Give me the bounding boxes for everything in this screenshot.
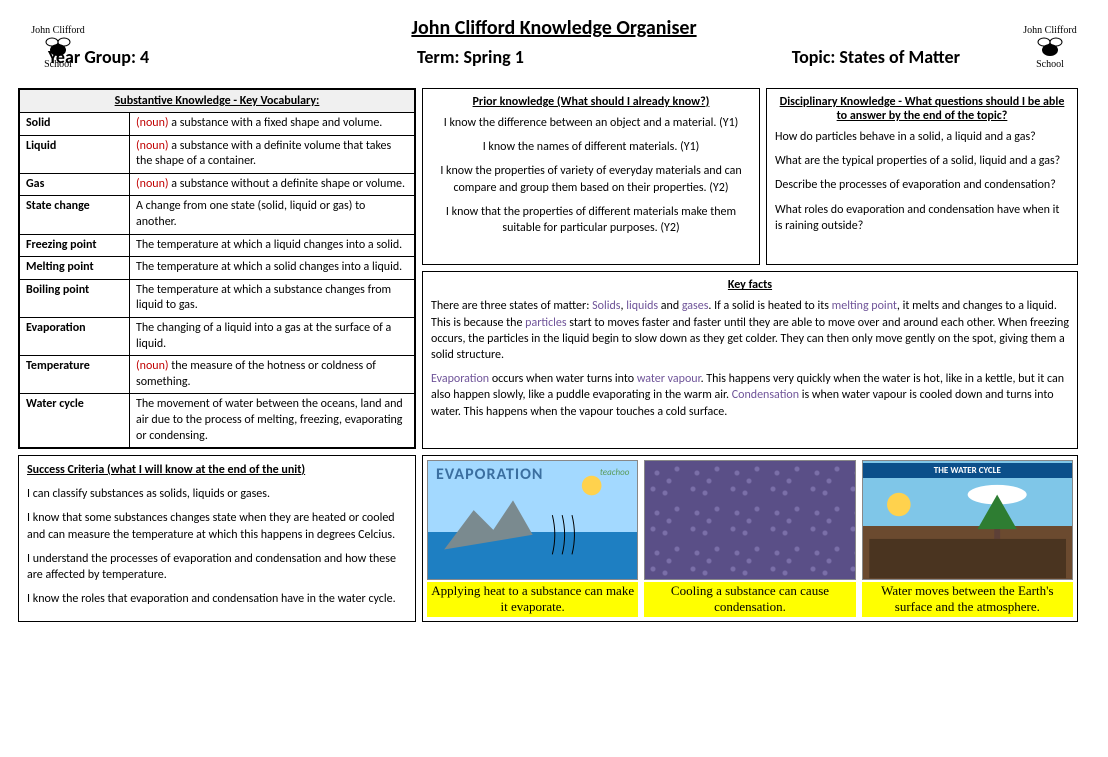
- prior-item: I know the names of different materials.…: [431, 139, 751, 155]
- vocab-term: State change: [20, 196, 130, 234]
- prior-item: I know that the properties of different …: [431, 204, 751, 236]
- vocab-definition: The temperature at which a liquid change…: [130, 234, 415, 257]
- evap-svg: [428, 461, 637, 579]
- title-block: John Clifford Knowledge Organiser Year G…: [108, 12, 1000, 68]
- kf-highlight: water vapour: [637, 372, 701, 386]
- prior-item: I know the properties of variety of ever…: [431, 163, 751, 195]
- vocab-definition: A change from one state (solid, liquid o…: [130, 196, 415, 234]
- success-item: I can classify substances as solids, liq…: [27, 486, 407, 502]
- vocab-definition: The temperature at which a substance cha…: [130, 279, 415, 317]
- prior-item: I know the difference between an object …: [431, 115, 751, 131]
- vocab-definition: The movement of water between the oceans…: [130, 394, 415, 448]
- kf-highlight: Solids: [592, 299, 620, 313]
- kf-highlight: Condensation: [732, 388, 799, 402]
- vocab-definition: The changing of a liquid into a gas at t…: [130, 317, 415, 355]
- noun-tag: (noun): [136, 177, 171, 191]
- water-cycle-diagram: THE WATER CYCLE: [862, 460, 1073, 580]
- noun-tag: (noun): [136, 116, 171, 130]
- vocab-term: Liquid: [20, 135, 130, 173]
- page-header: John Clifford School John Clifford Knowl…: [18, 12, 1090, 82]
- disciplinary-question: What are the typical properties of a sol…: [775, 153, 1069, 169]
- vocab-term: Solid: [20, 113, 130, 136]
- vocab-term: Freezing point: [20, 234, 130, 257]
- prior-title: Prior knowledge (What should I already k…: [431, 95, 751, 109]
- kf-text: . If a solid is heated to its: [708, 299, 831, 313]
- vocab-term: Temperature: [20, 356, 130, 394]
- logo-text-top: John Clifford: [31, 26, 84, 36]
- success-item: I understand the processes of evaporatio…: [27, 551, 407, 583]
- kf-highlight: particles: [525, 316, 566, 330]
- cycle-svg: [863, 475, 1072, 580]
- key-facts-para-1: There are three states of matter: Solids…: [431, 298, 1069, 363]
- kf-highlight: Evaporation: [431, 372, 489, 386]
- success-item: I know the roles that evaporation and co…: [27, 591, 407, 607]
- logo-text-bottom: School: [1036, 60, 1064, 70]
- sub-title-row: Year Group: 4 Term: Spring 1 Topic: Stat…: [108, 46, 1000, 68]
- kf-text: and: [658, 299, 682, 313]
- vocab-row: Freezing pointThe temperature at which a…: [20, 234, 415, 257]
- image-caption: Applying heat to a substance can make it…: [427, 582, 638, 617]
- key-facts-title: Key facts: [431, 278, 1069, 292]
- disciplinary-title: Disciplinary Knowledge - What questions …: [775, 95, 1069, 123]
- image-col-condensation: Cooling a substance can cause condensati…: [644, 460, 855, 617]
- success-criteria-box: Success Criteria (what I will know at th…: [18, 455, 416, 622]
- noun-tag: (noun): [136, 139, 171, 153]
- vocab-row: EvaporationThe changing of a liquid into…: [20, 317, 415, 355]
- disciplinary-box: Disciplinary Knowledge - What questions …: [766, 88, 1078, 265]
- disciplinary-question: How do particles behave in a solid, a li…: [775, 129, 1069, 145]
- content-grid: Substantive Knowledge - Key Vocabulary: …: [18, 88, 1090, 622]
- bee-icon: [1032, 32, 1068, 62]
- disciplinary-question: Describe the processes of evaporation an…: [775, 177, 1069, 193]
- kf-highlight: gases: [682, 299, 709, 313]
- main-title: John Clifford Knowledge Organiser: [108, 16, 1000, 40]
- vocab-row: Water cycleThe movement of water between…: [20, 394, 415, 448]
- vocab-row: Melting pointThe temperature at which a …: [20, 257, 415, 280]
- key-facts-box: Key facts There are three states of matt…: [422, 271, 1078, 449]
- vocab-term: Evaporation: [20, 317, 130, 355]
- vocab-title: Substantive Knowledge - Key Vocabulary:: [20, 90, 415, 113]
- logo-text-top: John Clifford: [1023, 26, 1076, 36]
- vocab-row: State changeA change from one state (sol…: [20, 196, 415, 234]
- vocabulary-table: Substantive Knowledge - Key Vocabulary: …: [19, 89, 415, 448]
- vocab-definition: The temperature at which a solid changes…: [130, 257, 415, 280]
- disciplinary-question: What roles do evaporation and condensati…: [775, 202, 1069, 234]
- vocab-term: Melting point: [20, 257, 130, 280]
- vocab-term: Water cycle: [20, 394, 130, 448]
- vocab-row: Boiling pointThe temperature at which a …: [20, 279, 415, 317]
- vocab-definition: (noun) a substance with a definite volum…: [130, 135, 415, 173]
- image-caption: Cooling a substance can cause condensati…: [644, 582, 855, 617]
- vocab-definition: (noun) a substance without a definite sh…: [130, 173, 415, 196]
- logo-text-bottom: School: [44, 60, 72, 70]
- vocab-row: Gas(noun) a substance without a definite…: [20, 173, 415, 196]
- vocab-row: Liquid(noun) a substance with a definite…: [20, 135, 415, 173]
- success-item: I know that some substances changes stat…: [27, 510, 407, 542]
- success-title: Success Criteria (what I will know at th…: [27, 462, 407, 478]
- vocab-row: Temperature(noun) the measure of the hot…: [20, 356, 415, 394]
- images-box: EVAPORATION teachoo Applying heat to a s…: [422, 455, 1078, 622]
- noun-tag: (noun): [136, 359, 171, 373]
- condensation-photo: [644, 460, 855, 580]
- vocab-definition: (noun) the measure of the hotness or col…: [130, 356, 415, 394]
- image-caption: Water moves between the Earth's surface …: [862, 582, 1073, 617]
- kf-text: There are three states of matter:: [431, 299, 592, 313]
- kf-highlight: melting point: [832, 299, 897, 313]
- vocab-row: Solid(noun) a substance with a fixed sha…: [20, 113, 415, 136]
- image-col-evaporation: EVAPORATION teachoo Applying heat to a s…: [427, 460, 638, 617]
- vocabulary-box: Substantive Knowledge - Key Vocabulary: …: [18, 88, 416, 449]
- image-col-water-cycle: THE WATER CYCLE Water moves between the …: [862, 460, 1073, 617]
- school-logo-right: John Clifford School: [1010, 12, 1090, 82]
- vocab-term: Boiling point: [20, 279, 130, 317]
- prior-knowledge-box: Prior knowledge (What should I already k…: [422, 88, 760, 265]
- kf-highlight: liquids: [626, 299, 658, 313]
- vocab-definition: (noun) a substance with a fixed shape an…: [130, 113, 415, 136]
- term-label: Term: Spring 1: [417, 46, 524, 68]
- key-facts-para-2: Evaporation occurs when water turns into…: [431, 371, 1069, 420]
- topic-label: Topic: States of Matter: [792, 46, 960, 68]
- kf-text: occurs when water turns into: [489, 372, 637, 386]
- evaporation-diagram: EVAPORATION teachoo: [427, 460, 638, 580]
- vocab-term: Gas: [20, 173, 130, 196]
